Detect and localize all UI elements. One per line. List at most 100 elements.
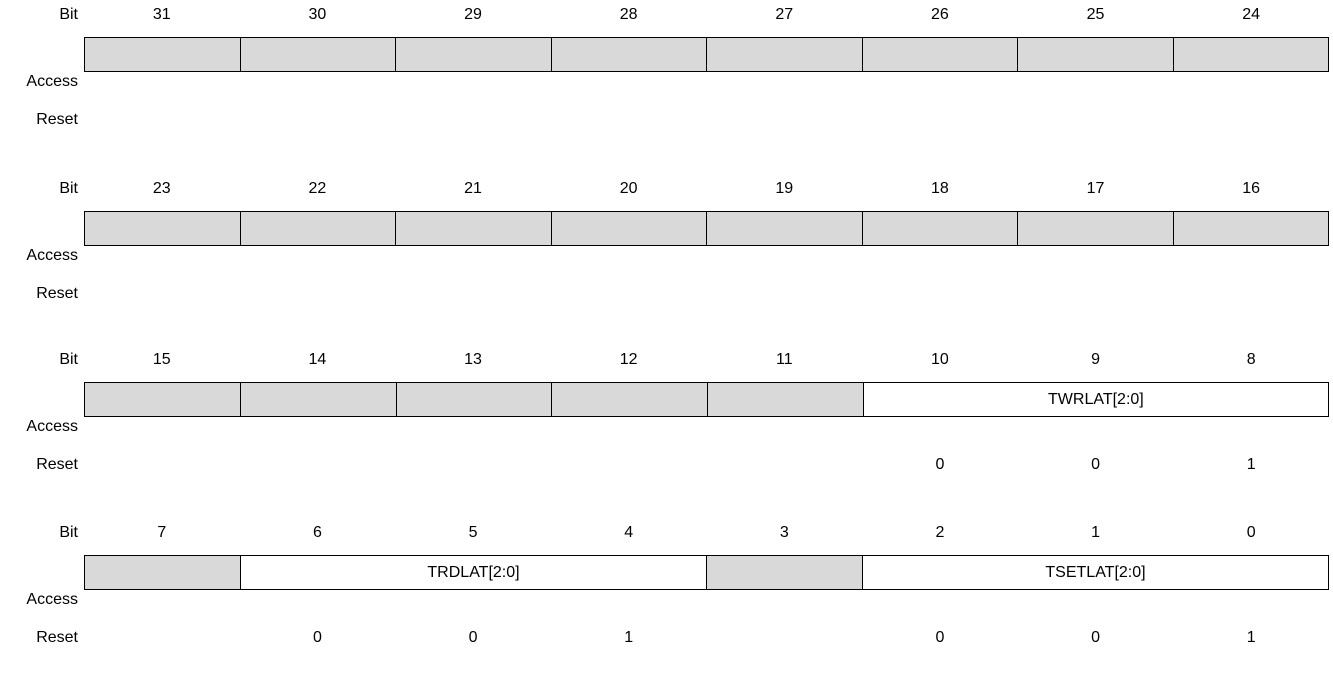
reset-value: 0 xyxy=(935,629,945,646)
reset-value xyxy=(551,455,707,475)
bit-number: 30 xyxy=(308,6,327,23)
bit-number: 25 xyxy=(1086,6,1105,23)
reset-value xyxy=(395,284,551,304)
bit-number: 14 xyxy=(308,351,327,368)
bit-number-row: 23 22 21 20 19 18 17 16 xyxy=(84,179,1329,199)
reset-value xyxy=(1173,284,1329,304)
access-label: Access xyxy=(26,73,78,90)
reset-value xyxy=(862,110,1018,130)
reserved-bitfield xyxy=(85,556,241,589)
reserved-bitfield xyxy=(1173,212,1328,245)
bit-number-row: 15 14 13 12 11 10 9 8 xyxy=(84,350,1329,370)
reset-value-row: 0 0 1 xyxy=(84,455,1329,475)
reset-value xyxy=(240,455,396,475)
bit-number: 3 xyxy=(779,524,789,541)
bit-number: 13 xyxy=(464,351,482,368)
bit-number: 19 xyxy=(775,180,794,197)
bit-number: 17 xyxy=(1086,180,1105,197)
reset-label: Reset xyxy=(36,629,78,646)
access-label: Access xyxy=(26,418,78,435)
reset-label: Reset xyxy=(36,111,78,128)
reset-value-row xyxy=(84,110,1329,130)
bit-number: 9 xyxy=(1091,351,1101,368)
reset-value xyxy=(1018,110,1174,130)
reset-value xyxy=(84,455,240,475)
reserved-bitfield xyxy=(707,212,863,245)
reset-value xyxy=(707,455,863,475)
bit-number: 7 xyxy=(157,524,167,541)
bit-label: Bit xyxy=(59,524,78,541)
reserved-bitfield xyxy=(862,38,1018,71)
reset-value-row: 0 0 1 0 0 1 xyxy=(84,628,1329,648)
reserved-bitfield xyxy=(240,383,397,416)
bitfield-row xyxy=(84,37,1329,72)
reset-value xyxy=(707,284,863,304)
reserved-bitfield xyxy=(708,383,864,416)
reset-label: Reset xyxy=(36,285,78,302)
access-label: Access xyxy=(26,247,78,264)
reset-value: 0 xyxy=(1091,629,1101,646)
reset-value xyxy=(1018,284,1174,304)
reserved-bitfield xyxy=(552,383,708,416)
reserved-bitfield xyxy=(707,38,863,71)
reset-value: 0 xyxy=(312,629,322,646)
bitfield-row: TRDLAT[2:0] TSETLAT[2:0] xyxy=(84,555,1329,590)
reset-value xyxy=(551,110,707,130)
reset-value xyxy=(1173,110,1329,130)
bit-number: 28 xyxy=(619,6,638,23)
bit-number: 24 xyxy=(1242,6,1261,23)
bit-number-row: 7 6 5 4 3 2 1 0 xyxy=(84,523,1329,543)
bit-number: 18 xyxy=(931,180,949,197)
reset-value xyxy=(707,110,863,130)
access-label: Access xyxy=(26,591,78,608)
bit-number: 27 xyxy=(775,6,794,23)
reset-value xyxy=(84,284,240,304)
reserved-bitfield xyxy=(551,38,707,71)
reserved-bitfield xyxy=(396,38,552,71)
bit-number: 5 xyxy=(468,524,478,541)
bit-number: 10 xyxy=(931,351,949,368)
bit-label: Bit xyxy=(59,180,78,197)
reserved-bitfield xyxy=(240,212,396,245)
register-group: Bit Access Reset 15 14 13 12 11 10 9 8 TWRLAT[2:0] 0… xyxy=(0,345,1333,505)
reserved-bitfield xyxy=(1018,212,1174,245)
reset-value: 0 xyxy=(1091,456,1101,473)
reserved-bitfield xyxy=(551,212,707,245)
bit-number: 15 xyxy=(152,351,171,368)
bit-number: 1 xyxy=(1091,524,1101,541)
reset-value-row xyxy=(84,284,1329,304)
bit-number: 23 xyxy=(152,180,171,197)
bit-number: 11 xyxy=(776,351,793,368)
bit-number: 6 xyxy=(312,524,322,541)
bitfield-row xyxy=(84,211,1329,246)
reserved-bitfield xyxy=(85,38,241,71)
reset-value: 0 xyxy=(468,629,478,646)
bit-number: 8 xyxy=(1246,351,1256,368)
bit-label: Bit xyxy=(59,6,78,23)
reserved-bitfield xyxy=(1018,38,1174,71)
reset-value xyxy=(395,455,551,475)
reset-value xyxy=(551,284,707,304)
reserved-bitfield xyxy=(396,383,553,416)
reset-value xyxy=(84,628,240,648)
reserved-bitfield xyxy=(85,212,241,245)
reserved-bitfield xyxy=(396,212,552,245)
reserved-bitfield xyxy=(240,38,396,71)
register-group: Bit Access Reset 23 22 21 20 19 18 17 16 xyxy=(0,174,1333,334)
reserved-bitfield xyxy=(862,212,1018,245)
reset-value xyxy=(240,110,396,130)
reset-value xyxy=(395,110,551,130)
reset-value xyxy=(862,284,1018,304)
bit-number: 12 xyxy=(619,351,638,368)
reset-value xyxy=(240,284,396,304)
reserved-bitfield xyxy=(1173,38,1328,71)
bit-number: 31 xyxy=(152,6,171,23)
bit-number: 20 xyxy=(619,180,638,197)
register-group: Bit Access Reset 31 30 29 28 27 26 25 24 xyxy=(0,0,1333,160)
reserved-bitfield xyxy=(707,556,863,589)
bit-number-row: 31 30 29 28 27 26 25 24 xyxy=(84,5,1329,25)
reset-value xyxy=(84,110,240,130)
bitfield: TSETLAT[2:0] xyxy=(863,556,1328,589)
reset-value: 1 xyxy=(1246,629,1256,646)
bitfield: TWRLAT[2:0] xyxy=(863,383,1328,416)
